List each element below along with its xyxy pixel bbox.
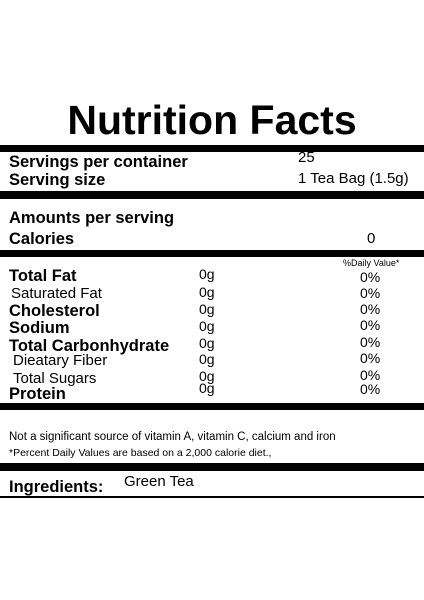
nutrient-name: Sodium bbox=[9, 319, 70, 337]
nutrient-amount: 0g bbox=[199, 351, 215, 367]
divider-thick-footnotes bbox=[0, 463, 424, 471]
label-title: Nutrition Facts bbox=[67, 97, 357, 143]
nutrient-amount: 0g bbox=[199, 284, 215, 300]
ingredients-value: Green Tea bbox=[124, 473, 194, 490]
serving-size-label: Serving size bbox=[9, 171, 106, 189]
divider-thick-servings bbox=[0, 191, 424, 199]
daily-value-footnote: *Percent Daily Values are based on a 2,0… bbox=[9, 447, 272, 459]
serving-size-value: 1 Tea Bag (1.5g) bbox=[298, 170, 409, 187]
nutrient-amount: 0g bbox=[199, 266, 215, 282]
nutrient-dv: 0% bbox=[360, 317, 381, 333]
divider-thick-top bbox=[0, 145, 424, 152]
nutrient-dv: 0% bbox=[360, 367, 381, 383]
divider-thick-calories bbox=[0, 250, 424, 257]
nutrient-dv: 0% bbox=[360, 334, 381, 350]
nutrient-name: Protein bbox=[9, 385, 66, 403]
nutrient-name: Total Fat bbox=[9, 267, 77, 285]
nutrient-name: Total Carbonhydrate bbox=[9, 337, 170, 355]
divider-thick-nutrients bbox=[0, 403, 424, 410]
nutrient-dv: 0% bbox=[360, 381, 381, 397]
nutrient-amount: 0g bbox=[199, 318, 215, 334]
divider-thin-bottom bbox=[0, 496, 424, 498]
servings-per-container-value: 25 bbox=[298, 149, 315, 166]
amounts-per-serving-label: Amounts per serving bbox=[9, 209, 175, 227]
nutrient-amount: 0g bbox=[199, 380, 215, 396]
nutrient-name: Cholesterol bbox=[9, 302, 100, 320]
nutrient-name: Saturated Fat bbox=[11, 285, 102, 302]
nutrient-amount: 0g bbox=[199, 335, 215, 351]
daily-value-header: %Daily Value* bbox=[343, 258, 400, 268]
ingredients-label: Ingredients: bbox=[9, 478, 104, 496]
servings-per-container-label: Servings per container bbox=[9, 153, 188, 171]
nutrient-amount: 0g bbox=[199, 301, 215, 317]
nutrient-name: Dieatary Fiber bbox=[13, 352, 108, 369]
nutrient-amount: 0g bbox=[199, 368, 215, 384]
nutrient-dv: 0% bbox=[360, 350, 381, 366]
nutrient-dv: 0% bbox=[360, 301, 381, 317]
vitamin-footnote: Not a significant source of vitamin A, v… bbox=[9, 431, 336, 443]
calories-label: Calories bbox=[9, 230, 75, 248]
nutrient-dv: 0% bbox=[360, 269, 381, 285]
nutrient-dv: 0% bbox=[360, 285, 381, 301]
nutrient-name: Total Sugars bbox=[13, 370, 97, 387]
calories-value: 0 bbox=[367, 230, 376, 247]
